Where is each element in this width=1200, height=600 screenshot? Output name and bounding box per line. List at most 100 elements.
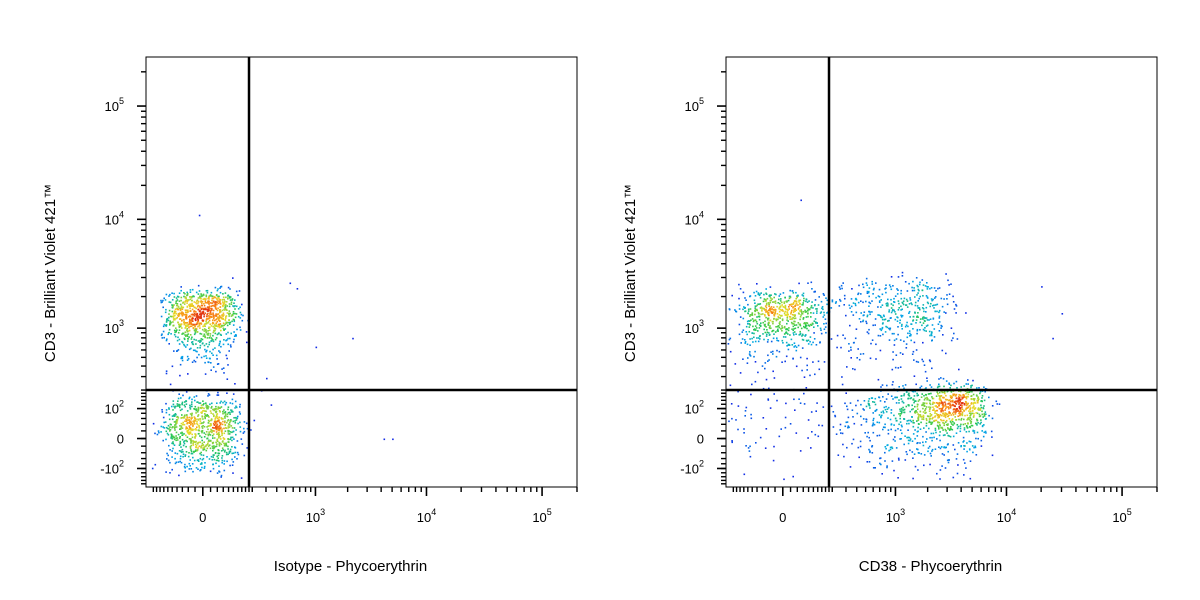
event-dot (175, 327, 177, 329)
event-dot (930, 287, 933, 289)
event-dot (901, 409, 903, 411)
event-dot (224, 323, 227, 326)
event-dot (980, 419, 982, 421)
event-dot (965, 402, 968, 404)
event-dot (943, 391, 946, 394)
event-dot (739, 316, 742, 318)
event-dot (219, 323, 222, 325)
event-dot (176, 304, 179, 307)
event-dot (960, 445, 962, 447)
event-dot (793, 317, 795, 320)
event-dot (959, 427, 962, 430)
event-dot (970, 386, 972, 389)
event-dot (946, 294, 948, 296)
event-dot (943, 396, 945, 399)
event-dot (173, 311, 176, 314)
event-dot (219, 423, 222, 426)
event-dot (902, 402, 905, 404)
event-dot (786, 301, 788, 303)
event-dot (938, 317, 941, 319)
event-dot (200, 451, 202, 454)
event-dot (203, 324, 206, 326)
event-dot (762, 321, 764, 324)
event-dot (762, 300, 765, 303)
event-dot (965, 397, 968, 400)
event-dot (195, 327, 198, 330)
event-dot (231, 299, 233, 301)
event-dot (179, 363, 182, 366)
event-dot (223, 301, 226, 304)
event-dot (940, 446, 943, 448)
event-dot (898, 307, 900, 309)
event-dot (883, 318, 886, 321)
event-dot (968, 412, 971, 414)
event-dot (891, 332, 894, 335)
event-dot (220, 400, 222, 403)
event-dot (794, 409, 796, 411)
event-dot (184, 401, 186, 403)
event-dot (976, 419, 978, 422)
event-dot (873, 287, 875, 290)
event-dot (976, 424, 978, 426)
event-dot (201, 442, 204, 445)
event-dot (862, 286, 865, 289)
event-dot (178, 474, 180, 477)
event-dot (171, 426, 173, 429)
event-dot (216, 440, 219, 443)
event-dot (183, 319, 185, 321)
event-dot (202, 294, 205, 296)
event-dot (222, 301, 224, 303)
event-dot (988, 414, 990, 417)
event-dot (909, 449, 911, 452)
event-dot (844, 402, 846, 405)
event-dot (234, 299, 236, 301)
event-dot (885, 411, 888, 413)
event-dot (798, 323, 801, 326)
event-dot (976, 387, 978, 389)
event-dot (769, 297, 772, 299)
event-dot (972, 379, 974, 382)
event-dot (790, 305, 793, 307)
event-dot (791, 344, 794, 346)
event-dot (893, 301, 896, 303)
event-dot (227, 411, 230, 414)
event-dot (198, 353, 200, 356)
event-dot (749, 324, 751, 326)
event-dot (923, 402, 926, 404)
event-dot (813, 326, 815, 328)
event-dot (749, 315, 751, 317)
event-dot (231, 409, 233, 412)
event-dot (896, 293, 899, 295)
event-dot (951, 418, 954, 420)
event-dot (221, 434, 223, 437)
event-dot (945, 394, 947, 397)
event-dot (941, 453, 944, 455)
event-dot (214, 422, 217, 425)
event-dot (795, 324, 798, 326)
event-dot (902, 303, 905, 306)
event-dot (168, 331, 170, 334)
event-dot (223, 409, 225, 411)
event-dot (214, 332, 217, 335)
event-dot (903, 394, 905, 397)
event-dot (917, 288, 920, 291)
event-dot (250, 429, 252, 431)
event-dot (928, 427, 930, 430)
event-dot (222, 327, 225, 330)
event-dot (797, 304, 799, 306)
event-dot (823, 314, 826, 316)
event-dot (921, 403, 924, 406)
event-dot (212, 340, 215, 343)
event-dot (239, 306, 241, 309)
event-dot (206, 289, 209, 292)
event-dot (902, 385, 904, 387)
event-dot (891, 446, 893, 448)
event-dot (891, 447, 894, 450)
event-dot (742, 308, 744, 311)
event-dot (237, 422, 239, 425)
event-dot (209, 430, 212, 433)
event-dot (213, 458, 216, 461)
event-dot (967, 423, 969, 425)
event-dot (972, 430, 974, 432)
event-dot (751, 312, 754, 314)
